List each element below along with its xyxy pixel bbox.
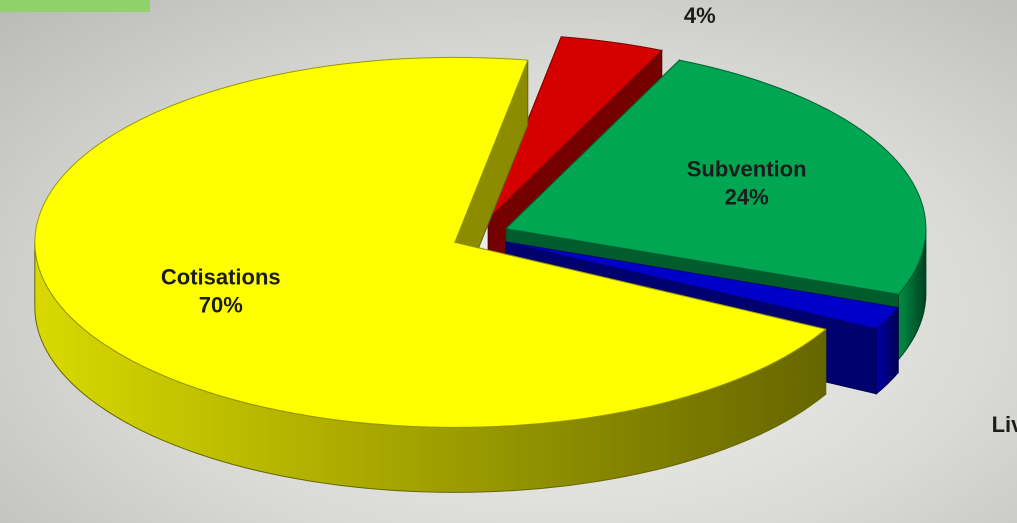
slice-value-label: 4% — [684, 3, 716, 28]
slice-label: Subvention — [687, 157, 807, 182]
chart: Dons4%Subvention24%Livret A2%Cotisations… — [0, 0, 1017, 523]
slide: Dons4%Subvention24%Livret A2%Cotisations… — [0, 0, 1017, 523]
slice-label: Cotisations — [161, 264, 281, 289]
slice-label: Livret A — [992, 412, 1017, 437]
slice-value-label: 24% — [725, 185, 769, 210]
slice-value-label: 70% — [199, 292, 243, 317]
